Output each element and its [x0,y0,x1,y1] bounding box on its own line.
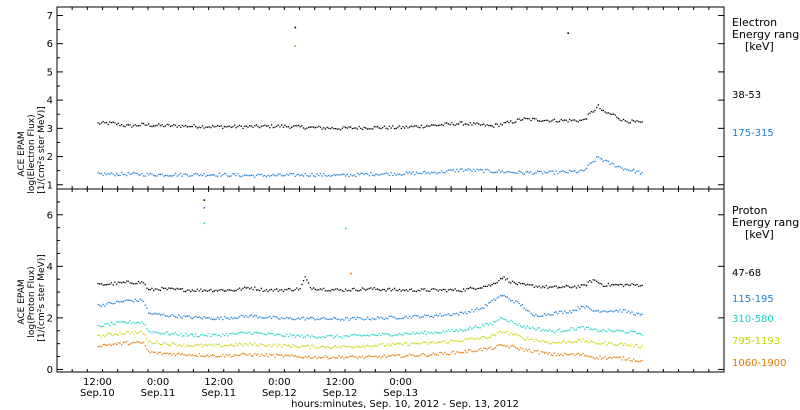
proton-legend-title-1: Proton [732,204,767,217]
proton-ylabel-line-2: log(Proton Flux) [27,266,37,337]
electron-ytick-label-2: 3 [47,124,53,135]
proton-ytick-label-0: 0 [47,365,53,376]
electron-ylabel-line-3: [1/(cm²s ster MeV)] [37,106,47,193]
electron-ytick-label-5: 6 [47,39,53,50]
electron-legend: Electron Energy range [keV] 38-53 175-31… [732,16,800,139]
electron-ytick-label-3: 4 [47,96,53,107]
electron-ytick-label-6: 7 [47,11,53,22]
xtick-date-label-0: Sep.10 [80,388,115,399]
electron-y-axis-label: ACE EPAM log(Electron Flux) [1/(cm²s ste… [17,106,47,193]
electron-legend-title-1: Electron [732,16,777,29]
xtick-time-label-4: 12:00 [326,377,355,388]
proton-outlier-point-4 [350,272,352,275]
proton-legend: Proton Energy range [keV] 47-68 115-195 … [732,204,800,369]
electron-legend-entry-38-53: 38-53 [732,90,761,101]
proton-legend-entry-47-68: 47-68 [732,268,761,279]
proton-flux-panel: 0 2 4 6 ACE EPAM log(Proton Flux) [1/(cm²s … [17,188,800,376]
electron-ylabel-line-2: log(Electron Flux) [27,114,37,193]
proton-series [97,199,643,363]
proton-legend-entry-1060-1900: 1060-1900 [732,358,787,369]
proton-ytick-label-2: 4 [47,262,53,273]
xtick-time-label-1: 0:00 [147,377,169,388]
electron-y-axis: 1 2 3 4 5 6 7 [47,7,725,191]
proton-ylabel-line-1: ACE EPAM [17,279,27,324]
proton-legend-title-3: [keV] [745,228,774,241]
electron-ytick-label-0: 1 [47,180,53,191]
electron-ylabel-line-1: ACE EPAM [17,131,27,176]
electron-series [97,26,643,178]
electron-legend-title-3: [keV] [745,40,774,53]
proton-legend-title-2: Energy range [732,216,800,229]
xtick-time-label-2: 12:00 [204,377,233,388]
proton-outlier-point-3 [345,227,347,230]
proton-legend-entry-115-195: 115-195 [732,294,774,305]
electron-outlier-point-1 [294,45,297,47]
xtick-date-label-3: Sep.12 [262,388,297,399]
proton-ylabel-line-3: [1/(cm²s ster MeV)] [37,254,47,341]
x-axis-label: hours:minutes, Sep. 10, 2012 - Sep. 13, … [291,399,519,410]
proton-legend-entry-310-580: 310-580 [732,314,774,325]
electron-legend-entry-175-315: 175-315 [732,128,774,139]
electron-legend-title-2: Energy range [732,28,800,41]
time-x-axis: 12:00Sep.100:00Sep.1112:00Sep.110:00Sep.… [80,377,418,399]
xtick-date-label-2: Sep.11 [201,388,236,399]
xtick-time-label-5: 0:00 [389,377,411,388]
proton-ytick-label-3: 6 [47,210,53,221]
electron-ytick-label-1: 2 [47,152,53,163]
electron-outlier-point-2 [567,32,569,34]
proton-legend-entry-795-1193: 795-1193 [732,336,780,347]
proton-outlier-point-1 [203,207,206,209]
electron-ytick-label-4: 5 [47,67,53,78]
xtick-date-label-5: Sep.13 [383,388,418,399]
proton-y-axis-label: ACE EPAM log(Proton Flux) [1/(cm²s ster … [17,254,47,341]
proton-ytick-label-1: 2 [47,313,53,324]
xtick-time-label-3: 0:00 [268,377,290,388]
xtick-date-label-4: Sep.12 [323,388,358,399]
proton-outlier-point-2 [203,222,206,225]
electron-outlier-point-0 [294,26,297,29]
proton-y-axis: 0 2 4 6 [47,188,725,376]
proton-outlier-point-0 [203,199,206,201]
xtick-time-label-0: 12:00 [83,377,112,388]
xtick-date-label-1: Sep.11 [141,388,176,399]
